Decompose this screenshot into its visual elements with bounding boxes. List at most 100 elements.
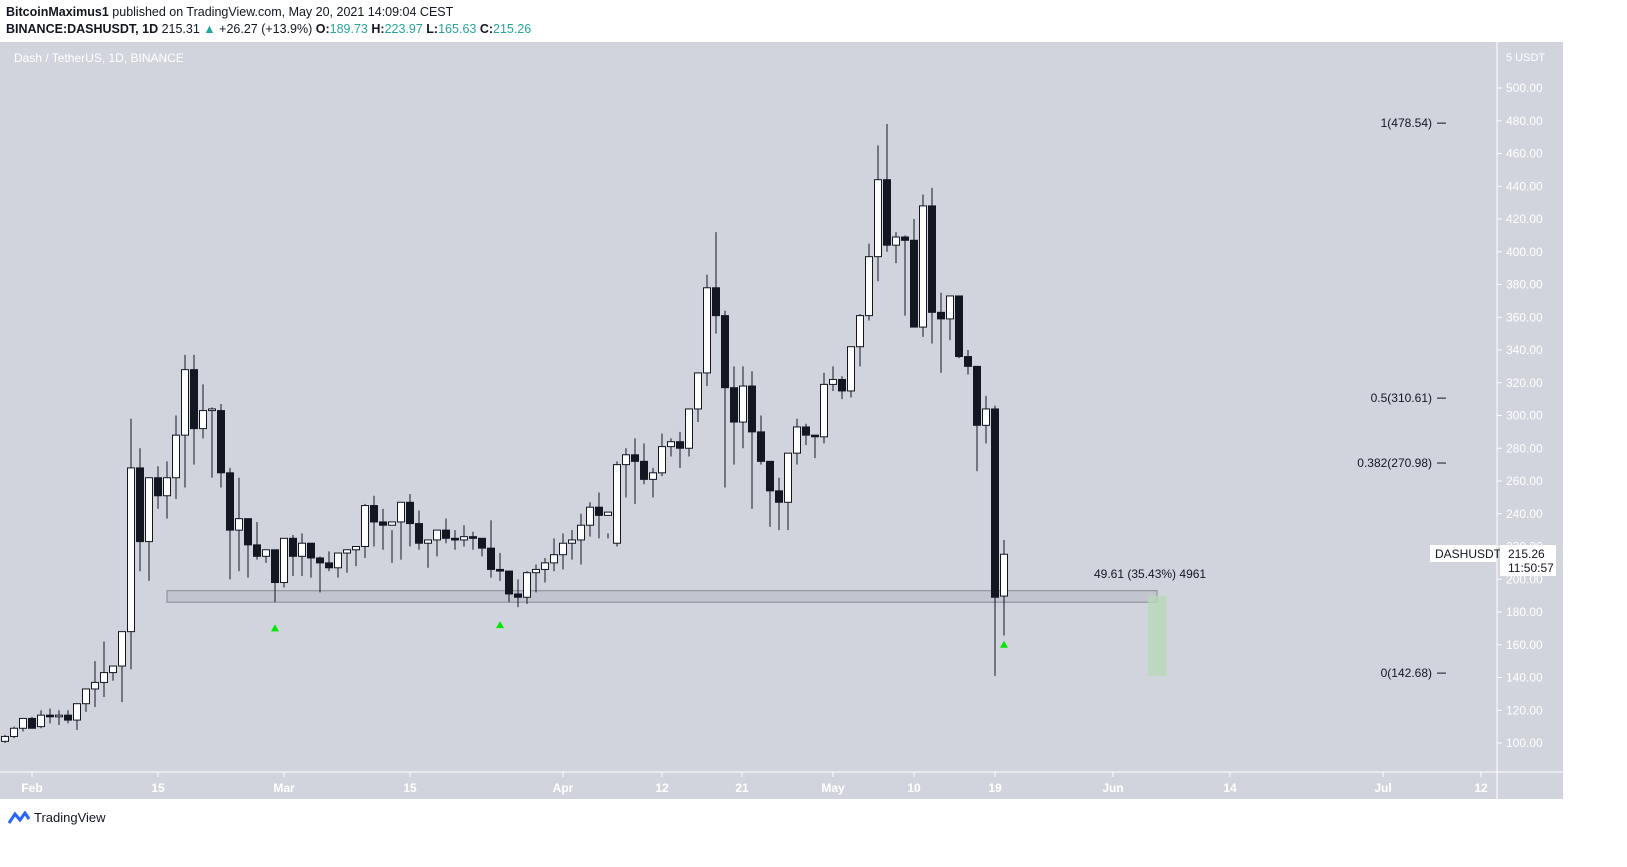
candle-body	[460, 536, 468, 541]
candle-body	[163, 477, 171, 497]
chart-background	[0, 42, 1563, 799]
price-tick-label: 340.00	[1506, 343, 1543, 357]
measure-rect[interactable]	[1148, 595, 1167, 676]
time-tick-label: 15	[151, 781, 165, 795]
high-value: 223.97	[384, 22, 423, 36]
candle-body	[289, 537, 297, 557]
tradingview-icon	[8, 810, 30, 824]
candle-body	[577, 524, 585, 541]
price-tick-label: 420.00	[1506, 212, 1543, 226]
candle-body	[748, 385, 756, 433]
candle-body	[325, 562, 333, 569]
close-value: 215.26	[493, 22, 532, 36]
tradingview-logo[interactable]: TradingView	[8, 810, 106, 825]
candle-body	[316, 557, 324, 564]
price-tick-label: 380.00	[1506, 278, 1543, 292]
symbol-tag: DASHUSDT	[1435, 547, 1502, 561]
candle-body	[685, 408, 693, 449]
low-value: 165.63	[438, 22, 477, 36]
price-tick-label: 120.00	[1506, 703, 1543, 717]
price-change: +26.27 (+13.9%)	[219, 22, 313, 36]
candle-body	[874, 179, 882, 258]
candle-body	[487, 547, 495, 570]
price-tick-label: 400.00	[1506, 245, 1543, 259]
candle-body	[712, 287, 720, 317]
candle-body	[226, 472, 234, 531]
candle-body	[406, 501, 414, 525]
candle-body	[109, 665, 117, 674]
measure-zone[interactable]	[1148, 595, 1167, 676]
candle-body	[118, 631, 126, 667]
price-tick-label: 100.00	[1506, 736, 1543, 750]
author-name[interactable]: BitcoinMaximus1	[6, 5, 109, 19]
fib-levels[interactable]: 1(478.54) 0.5(310.61) 0.382(270.98) 0(142.6…	[1357, 116, 1446, 680]
candle-body	[244, 518, 252, 546]
candle-body	[82, 688, 90, 705]
candle-body	[955, 295, 963, 358]
price-tick-label: 500.00	[1506, 81, 1543, 95]
price-tick-label: 280.00	[1506, 441, 1543, 455]
candle-body	[973, 365, 981, 426]
candle-body	[802, 426, 810, 436]
candle-body	[1, 735, 9, 742]
candle-body	[307, 542, 315, 559]
candle-body	[766, 460, 774, 492]
candle-body	[424, 539, 432, 544]
candle-body	[433, 529, 441, 541]
candle-body	[604, 511, 612, 516]
time-axis[interactable]: Feb 15 Mar 15 Apr 12 21 May 10 19 Jun 14 Jul 12	[21, 772, 1488, 795]
price-chart[interactable]: Dash / TetherUS, 1D, BINANCE 1(478.54) 0.…	[0, 42, 1563, 799]
countdown-tag: 11:50:57	[1508, 561, 1554, 575]
time-tick-label: 12	[1474, 781, 1488, 795]
candle-body	[667, 441, 675, 448]
publish-info: BitcoinMaximus1 published on TradingView…	[6, 5, 453, 19]
candle-body	[505, 570, 513, 595]
candle-body	[883, 179, 891, 246]
candles	[1, 124, 1008, 743]
support-zone[interactable]	[166, 590, 1158, 603]
price-tick-label: 360.00	[1506, 310, 1543, 324]
candle-body	[910, 239, 918, 328]
candle-body	[469, 536, 477, 539]
candle-body	[172, 434, 180, 479]
candle-body	[856, 315, 864, 348]
candle-body	[820, 383, 828, 438]
price-tick-label: 140.00	[1506, 671, 1543, 685]
candle-body	[271, 549, 279, 584]
last-price-marker: DASHUSDT 215.26 11:50:57	[1430, 545, 1556, 576]
candle-body	[343, 549, 351, 554]
candle-body	[388, 521, 396, 526]
candle-body	[253, 544, 261, 557]
time-tick-label: Jun	[1102, 781, 1123, 795]
time-tick-label: Feb	[21, 781, 42, 795]
candle-body	[559, 542, 567, 556]
measure-label: 49.61 (35.43%) 4961	[1094, 567, 1206, 581]
candle-body	[649, 472, 657, 480]
fib-label: 1(478.54)	[1381, 116, 1432, 130]
candle-body	[532, 568, 540, 574]
price-tick-label: 440.00	[1506, 179, 1543, 193]
candle-body	[298, 542, 306, 557]
candle-body	[127, 467, 135, 633]
candle-body	[442, 529, 450, 539]
candle-body	[703, 287, 711, 374]
candle-body	[919, 205, 927, 328]
candle-body	[181, 369, 189, 436]
support-rect[interactable]	[166, 590, 1158, 603]
candle-body	[928, 205, 936, 313]
time-tick-label: 21	[735, 781, 749, 795]
candle-body	[514, 593, 522, 598]
candle-body	[496, 568, 504, 572]
candle-body	[46, 714, 54, 718]
candle-body	[217, 410, 225, 474]
candle-body	[991, 408, 999, 598]
time-tick-label: May	[821, 781, 845, 795]
candle-body	[892, 236, 900, 246]
candle-body	[595, 506, 603, 516]
candle-body	[964, 356, 972, 367]
candle-body	[352, 546, 360, 551]
up-arrow-icon	[271, 624, 279, 632]
candle-body	[262, 549, 270, 557]
candle-body	[613, 464, 621, 544]
candle-body	[73, 703, 81, 721]
